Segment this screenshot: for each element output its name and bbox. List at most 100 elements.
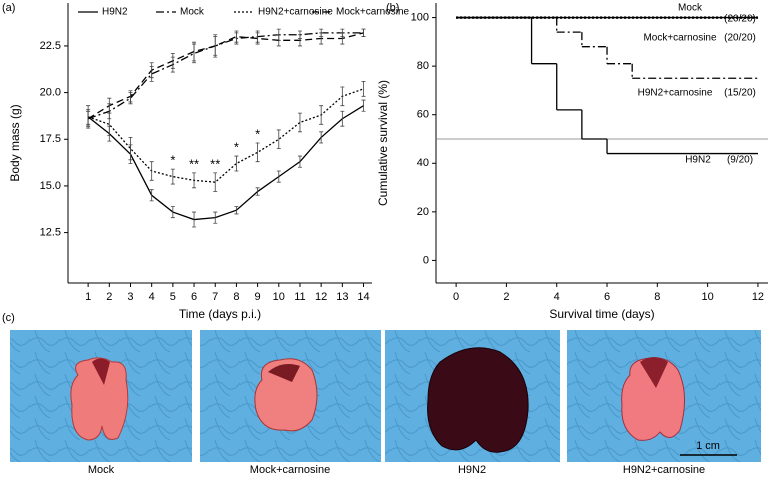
series-line <box>87 105 364 221</box>
x-tick-label: 14 <box>357 291 369 303</box>
x-axis-title: Time (days p.i.) <box>179 307 261 321</box>
x-tick-label: 10 <box>702 291 714 303</box>
panel-label: (a) <box>2 2 15 14</box>
error-bar <box>213 172 218 192</box>
photo-caption: Mock <box>88 464 115 476</box>
error-bar <box>340 86 345 107</box>
y-tick-label: 0 <box>423 254 429 266</box>
x-tick-label: 5 <box>170 291 176 303</box>
series-label: H9N2+carnosine <box>638 88 713 99</box>
series-line <box>87 32 364 120</box>
x-axis-title: Survival time (days) <box>549 307 654 321</box>
error-bar <box>128 90 133 103</box>
y-tick-label: 15.0 <box>40 180 61 192</box>
error-bar <box>361 81 366 97</box>
count-label: (20/20) <box>724 33 756 44</box>
error-bar <box>192 211 197 228</box>
error-bar <box>213 34 218 58</box>
error-bar <box>213 211 218 224</box>
y-tick-label: 20 <box>417 206 429 218</box>
panel-label: (c) <box>2 312 15 324</box>
error-bar <box>361 99 366 112</box>
annotation: ** <box>210 156 220 171</box>
error-bar <box>255 32 260 45</box>
count-label: (15/20) <box>724 88 756 99</box>
x-tick-label: 10 <box>273 291 285 303</box>
x-tick-label: 12 <box>752 291 764 303</box>
annotation: * <box>234 140 239 155</box>
error-bar <box>149 189 154 202</box>
x-tick-label: 2 <box>503 291 509 303</box>
error-bar <box>340 32 345 45</box>
error-bar <box>170 168 175 185</box>
error-bar <box>192 41 197 62</box>
x-tick-label: 9 <box>255 291 261 303</box>
error-bar <box>297 155 302 168</box>
y-tick-label: 100 <box>411 11 429 23</box>
legend-label: Mock <box>180 7 205 18</box>
error-bar <box>86 110 91 127</box>
error-bar <box>170 206 175 219</box>
series-label: Mock <box>678 3 703 14</box>
error-bar <box>319 131 324 144</box>
error-bar <box>319 105 324 125</box>
error-bar <box>276 34 281 47</box>
error-bar <box>361 28 366 37</box>
lung-detail <box>640 357 668 388</box>
legend-label: Mock+carnosine <box>336 7 410 18</box>
y-tick-label: 60 <box>417 109 429 121</box>
x-tick-label: 6 <box>191 291 197 303</box>
x-tick-label: 13 <box>336 291 348 303</box>
error-bar <box>107 97 112 114</box>
error-bar <box>276 129 281 149</box>
legend-label: H9N2+carnosine <box>258 7 333 18</box>
error-bar <box>319 32 324 45</box>
error-bar <box>297 34 302 47</box>
error-bar <box>128 137 133 161</box>
x-tick-label: 8 <box>654 291 660 303</box>
error-bar <box>234 206 239 215</box>
panel-label: (b) <box>386 2 399 14</box>
y-tick-label: 22.5 <box>40 40 61 52</box>
annotation: ** <box>189 156 199 171</box>
count-label: (20/20) <box>724 14 756 25</box>
x-tick-label: 0 <box>453 291 459 303</box>
series-line <box>87 88 364 183</box>
lung <box>254 358 318 432</box>
x-tick-label: 6 <box>604 291 610 303</box>
annotation: * <box>170 153 175 168</box>
error-bar <box>255 187 260 196</box>
y-axis-title: Cumulative survival (%) <box>376 80 390 206</box>
photo-panel: 1 cm (c) Mock Mock+carnosine H9N2 H9N2+c… <box>2 312 761 476</box>
y-tick-label: 17.5 <box>40 133 61 145</box>
photo-caption: H9N2 <box>458 464 486 476</box>
x-tick-label: 12 <box>315 291 327 303</box>
x-tick-label: 11 <box>294 291 305 303</box>
series-label: Mock+carnosine <box>643 33 717 44</box>
y-axis-title: Body mass (g) <box>8 104 22 181</box>
y-tick-label: 80 <box>417 60 429 72</box>
error-bar <box>192 172 197 189</box>
photo-caption: H9N2+carnosine <box>623 464 705 476</box>
x-tick-label: 2 <box>106 291 112 303</box>
x-tick-label: 4 <box>554 291 560 303</box>
series-line <box>87 32 364 120</box>
error-bar <box>170 53 175 69</box>
legend-label: H9N2 <box>102 7 128 18</box>
x-tick-label: 7 <box>212 291 218 303</box>
error-bar <box>149 161 154 181</box>
y-tick-label: 12.5 <box>40 227 61 239</box>
count-label: (9/20) <box>727 155 753 166</box>
lung-detail <box>92 358 110 385</box>
scale-bar-label: 1 cm <box>696 440 720 452</box>
y-tick-label: 20.0 <box>40 87 61 99</box>
error-bar <box>340 110 345 127</box>
x-tick-label: 1 <box>85 291 91 303</box>
error-bar <box>234 155 239 172</box>
error-bar <box>255 142 260 163</box>
error-bar <box>297 112 302 133</box>
x-tick-label: 4 <box>149 291 155 303</box>
y-tick-label: 40 <box>417 157 429 169</box>
lung <box>427 347 529 453</box>
